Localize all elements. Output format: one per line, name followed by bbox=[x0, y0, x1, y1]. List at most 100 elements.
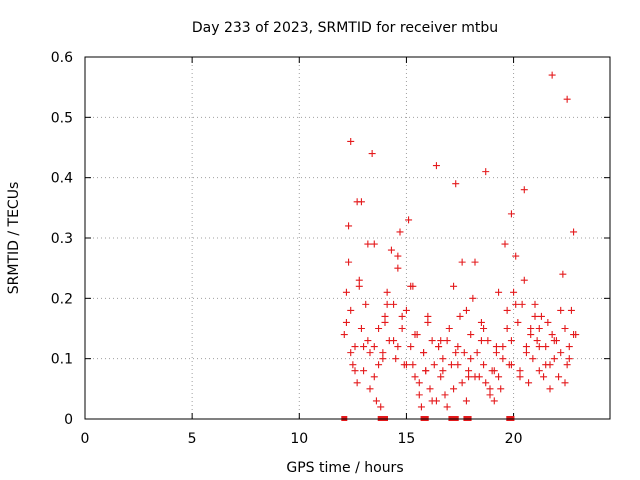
x-axis-label: GPS time / hours bbox=[286, 460, 403, 476]
data-point bbox=[514, 318, 522, 326]
data-point bbox=[516, 367, 524, 375]
data-point bbox=[454, 343, 462, 351]
data-point bbox=[450, 282, 458, 290]
data-point bbox=[499, 355, 507, 363]
data-point bbox=[394, 252, 402, 260]
data-point bbox=[486, 391, 494, 399]
data-point bbox=[424, 318, 432, 326]
data-point bbox=[415, 379, 423, 387]
data-point bbox=[473, 349, 481, 357]
data-point bbox=[555, 373, 563, 381]
data-point bbox=[424, 312, 432, 320]
data-point bbox=[542, 343, 550, 351]
data-point bbox=[345, 222, 353, 230]
data-point bbox=[415, 391, 423, 399]
data-point bbox=[490, 397, 498, 405]
data-point bbox=[548, 71, 556, 79]
data-point bbox=[561, 379, 569, 387]
data-point bbox=[439, 367, 447, 375]
data-point bbox=[512, 252, 520, 260]
x-tick-label: 15 bbox=[398, 431, 416, 447]
data-point bbox=[392, 355, 400, 363]
data-point bbox=[550, 355, 558, 363]
data-point bbox=[396, 228, 404, 236]
data-point bbox=[465, 373, 473, 381]
data-point bbox=[561, 325, 569, 332]
axis-ticks: 0 5 10 15 20 0 0.1 0.2 0.3 0.4 0.5 0.6 bbox=[51, 50, 610, 447]
data-point bbox=[394, 264, 402, 272]
data-point bbox=[507, 337, 515, 345]
data-point bbox=[368, 150, 376, 158]
data-point bbox=[443, 403, 451, 411]
data-point bbox=[490, 367, 498, 375]
data-point bbox=[357, 325, 365, 332]
data-point bbox=[550, 337, 558, 345]
data-point bbox=[417, 403, 425, 411]
data-point bbox=[422, 367, 430, 375]
data-point bbox=[477, 337, 485, 345]
data-point bbox=[387, 246, 395, 254]
data-point bbox=[379, 349, 387, 357]
data-point bbox=[340, 331, 348, 339]
data-point bbox=[522, 343, 530, 351]
data-point bbox=[480, 325, 488, 332]
data-point bbox=[454, 361, 462, 369]
data-point bbox=[570, 331, 578, 339]
data-point bbox=[402, 306, 410, 314]
data-point bbox=[357, 198, 365, 206]
data-point bbox=[482, 168, 490, 176]
data-point bbox=[381, 312, 389, 320]
data-point bbox=[435, 343, 443, 351]
data-point bbox=[563, 95, 571, 103]
data-point bbox=[402, 361, 410, 369]
data-point bbox=[405, 216, 413, 224]
y-axis-label: SRMTID / TECUs bbox=[6, 182, 22, 295]
data-point bbox=[467, 355, 475, 363]
data-point bbox=[507, 210, 515, 218]
data-point bbox=[390, 300, 398, 308]
data-point bbox=[525, 379, 533, 387]
data-point bbox=[456, 312, 464, 320]
data-point bbox=[520, 276, 528, 284]
data-point bbox=[544, 318, 552, 326]
data-point bbox=[437, 373, 445, 381]
data-point bbox=[563, 361, 571, 369]
y-tick-label: 0.1 bbox=[51, 352, 73, 368]
data-point bbox=[497, 385, 505, 393]
data-point bbox=[409, 361, 417, 369]
data-point bbox=[407, 343, 415, 351]
data-point bbox=[540, 373, 548, 381]
data-point bbox=[477, 318, 485, 326]
data-point bbox=[351, 343, 359, 351]
data-point bbox=[398, 325, 406, 332]
data-point bbox=[531, 312, 539, 320]
data-point bbox=[439, 355, 447, 363]
y-tick-label: 0.6 bbox=[51, 50, 73, 66]
data-point bbox=[362, 300, 370, 308]
data-point bbox=[441, 391, 449, 399]
data-point bbox=[411, 331, 419, 339]
data-point bbox=[535, 367, 543, 375]
data-point bbox=[375, 325, 383, 332]
data-point bbox=[426, 385, 434, 393]
data-point bbox=[383, 300, 391, 308]
data-point bbox=[428, 337, 436, 345]
data-point bbox=[355, 282, 363, 290]
data-point bbox=[452, 180, 460, 188]
data-point bbox=[351, 367, 359, 375]
data-point bbox=[529, 355, 537, 363]
x-tick-label: 20 bbox=[505, 431, 523, 447]
data-point bbox=[370, 343, 378, 351]
data-point bbox=[375, 361, 383, 369]
data-point bbox=[527, 325, 535, 332]
y-tick-label: 0.5 bbox=[51, 110, 73, 126]
data-point bbox=[460, 349, 468, 357]
y-tick-label: 0.3 bbox=[51, 231, 73, 247]
data-point bbox=[557, 306, 565, 314]
data-point bbox=[381, 318, 389, 326]
data-point bbox=[484, 337, 492, 345]
data-point bbox=[518, 300, 526, 308]
data-point bbox=[533, 337, 541, 345]
data-point bbox=[507, 361, 515, 369]
